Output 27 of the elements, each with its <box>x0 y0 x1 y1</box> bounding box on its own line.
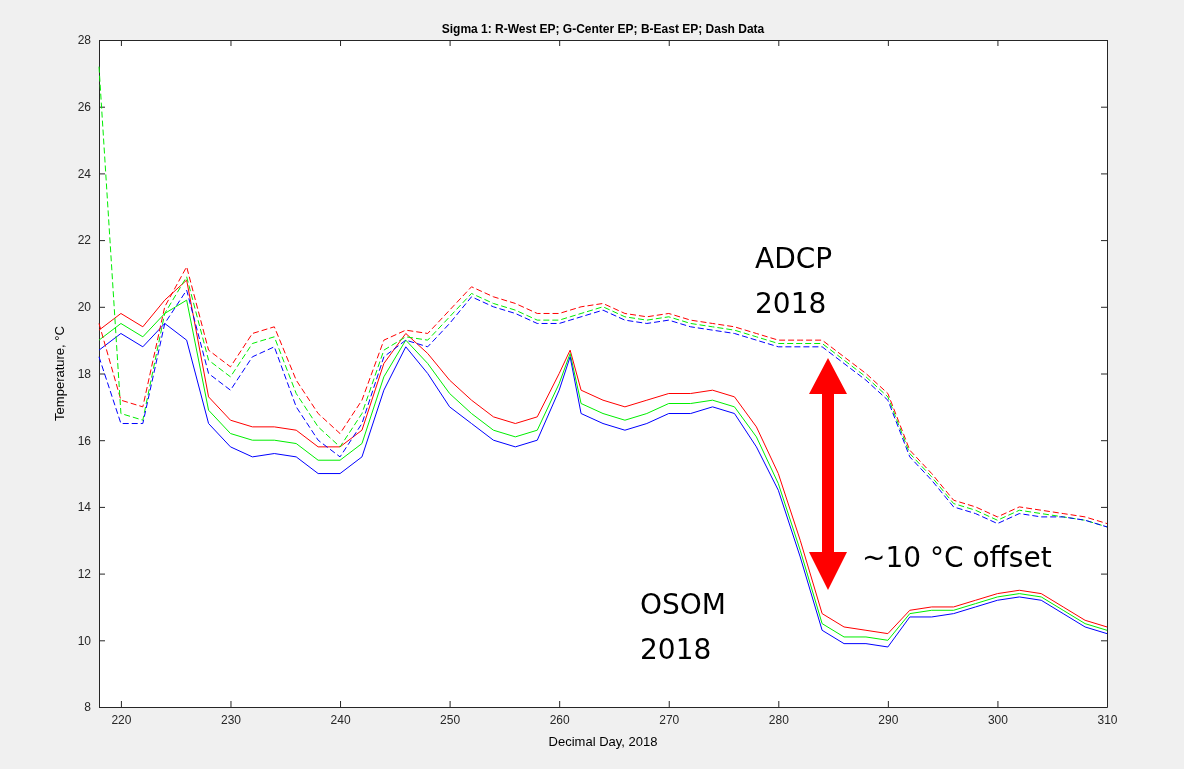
y-tick-label: 14 <box>77 500 92 515</box>
x-tick-label: 280 <box>768 712 790 727</box>
y-axis-title: Temperature, °C <box>52 326 67 421</box>
y-tick-label: 20 <box>77 300 92 315</box>
annotation: OSOM 2018 <box>640 588 727 666</box>
y-tick-label: 28 <box>77 33 92 48</box>
y-tick-label: 24 <box>77 166 92 181</box>
y-tick-label: 10 <box>77 633 92 648</box>
y-tick-label: 18 <box>77 366 92 381</box>
y-tick-label: 16 <box>77 433 92 448</box>
x-tick-label: 310 <box>1097 712 1118 727</box>
y-tick-label: 8 <box>84 700 92 715</box>
chart-title: Sigma 1: R-West EP; G-Center EP; B-East EP; Dash Data <box>441 22 765 36</box>
x-tick-label: 240 <box>330 712 351 727</box>
x-tick-label: 270 <box>659 712 680 727</box>
x-tick-label: 300 <box>987 712 1009 727</box>
x-tick-label: 220 <box>111 712 132 727</box>
x-axis-title: Decimal Day, 2018 <box>548 734 658 749</box>
y-tick-label: 12 <box>77 566 92 581</box>
x-tick-label: 250 <box>440 712 461 727</box>
x-tick-label: 290 <box>878 712 899 727</box>
annotation: ~10 °C offset <box>862 541 1052 574</box>
x-tick-label: 260 <box>549 712 571 727</box>
x-tick-label: 230 <box>220 712 242 727</box>
y-tick-label: 26 <box>77 100 92 115</box>
annotation: ADCP 2018 <box>755 242 833 320</box>
y-tick-label: 22 <box>77 233 92 248</box>
